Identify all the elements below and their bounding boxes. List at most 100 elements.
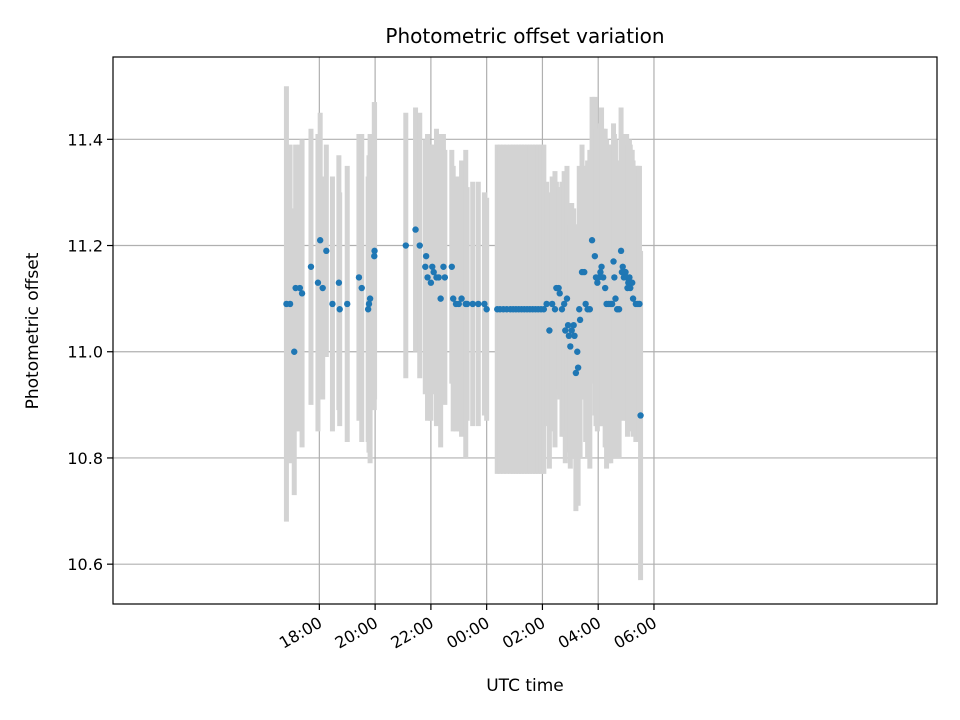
data-point xyxy=(364,306,372,313)
data-points xyxy=(283,226,644,419)
data-point xyxy=(366,295,374,302)
x-tick-label: 22:00 xyxy=(387,613,436,653)
data-point xyxy=(622,268,629,276)
data-point xyxy=(570,321,577,329)
data-point xyxy=(286,300,294,308)
data-point xyxy=(365,300,373,308)
data-point xyxy=(344,300,351,308)
data-point xyxy=(481,300,488,308)
data-point xyxy=(402,242,409,249)
y-tick-label: 10.6 xyxy=(67,555,103,574)
x-tick-label: 18:00 xyxy=(276,613,325,653)
data-point xyxy=(437,295,444,302)
data-point xyxy=(316,237,324,244)
error-bars xyxy=(283,86,644,581)
data-point xyxy=(565,332,573,340)
data-point xyxy=(319,284,326,292)
data-point xyxy=(600,274,607,281)
x-tick-label: 06:00 xyxy=(611,613,660,653)
data-point xyxy=(567,343,574,350)
data-point xyxy=(615,306,623,313)
data-point xyxy=(626,274,633,281)
data-point xyxy=(483,306,490,313)
y-tick-label: 11.4 xyxy=(67,130,103,149)
data-point xyxy=(427,279,435,286)
data-point xyxy=(576,316,584,324)
data-point xyxy=(627,284,634,292)
data-point xyxy=(563,295,571,302)
data-point xyxy=(412,226,419,233)
data-point xyxy=(594,279,601,286)
x-tick-label: 20:00 xyxy=(332,613,381,653)
data-point xyxy=(591,252,599,260)
data-point xyxy=(558,306,566,313)
data-point xyxy=(435,274,442,281)
data-point xyxy=(424,274,431,281)
data-point xyxy=(598,263,605,270)
data-point xyxy=(422,263,429,270)
data-point xyxy=(574,364,582,371)
data-point xyxy=(458,295,465,302)
data-point xyxy=(296,284,304,292)
data-point xyxy=(358,284,365,292)
data-point xyxy=(586,306,594,313)
y-tick-label: 11.0 xyxy=(67,343,103,362)
data-point xyxy=(629,295,637,302)
data-point xyxy=(314,279,322,286)
data-point xyxy=(335,279,343,286)
x-axis-label: UTC time xyxy=(486,676,564,696)
data-point xyxy=(430,268,437,276)
data-point xyxy=(546,327,553,334)
data-point xyxy=(571,332,578,340)
data-point xyxy=(597,268,604,276)
data-point xyxy=(617,247,625,255)
data-point xyxy=(469,300,476,308)
data-point xyxy=(572,369,580,377)
data-point xyxy=(440,263,447,270)
data-point xyxy=(582,300,589,308)
data-point xyxy=(291,348,298,355)
data-point xyxy=(355,274,363,281)
data-point xyxy=(441,274,449,281)
data-point xyxy=(463,300,471,308)
y-tick-label: 10.8 xyxy=(67,449,103,468)
data-point xyxy=(298,290,306,297)
data-point xyxy=(371,252,378,260)
data-point xyxy=(416,242,423,249)
data-point xyxy=(619,263,626,270)
x-tick-label: 02:00 xyxy=(499,613,548,653)
data-point xyxy=(548,300,556,308)
data-point xyxy=(637,412,644,419)
y-tick-label: 11.2 xyxy=(67,237,103,256)
data-point xyxy=(562,327,569,334)
data-point xyxy=(448,263,456,270)
data-point xyxy=(422,252,430,260)
data-point xyxy=(568,327,575,334)
data-point xyxy=(576,306,583,313)
data-point xyxy=(612,295,619,302)
chart-title: Photometric offset variation xyxy=(385,24,664,48)
data-point xyxy=(601,284,609,292)
data-point xyxy=(555,284,562,292)
data-point xyxy=(475,300,482,308)
data-point xyxy=(543,300,550,308)
data-point xyxy=(329,300,336,308)
x-tick-label: 00:00 xyxy=(443,613,492,653)
data-point xyxy=(429,263,436,270)
data-point xyxy=(556,290,563,297)
data-point xyxy=(323,247,330,255)
data-point xyxy=(540,306,548,313)
data-point xyxy=(336,306,343,313)
plot-frame xyxy=(112,56,938,605)
data-point xyxy=(610,258,617,265)
data-point xyxy=(588,237,596,244)
data-point xyxy=(574,348,581,355)
data-point xyxy=(608,300,616,308)
x-tick-label: 04:00 xyxy=(555,613,604,653)
data-point xyxy=(636,300,643,308)
data-point xyxy=(595,274,602,281)
data-point xyxy=(371,247,378,255)
data-point xyxy=(455,300,462,308)
data-point xyxy=(307,263,315,270)
